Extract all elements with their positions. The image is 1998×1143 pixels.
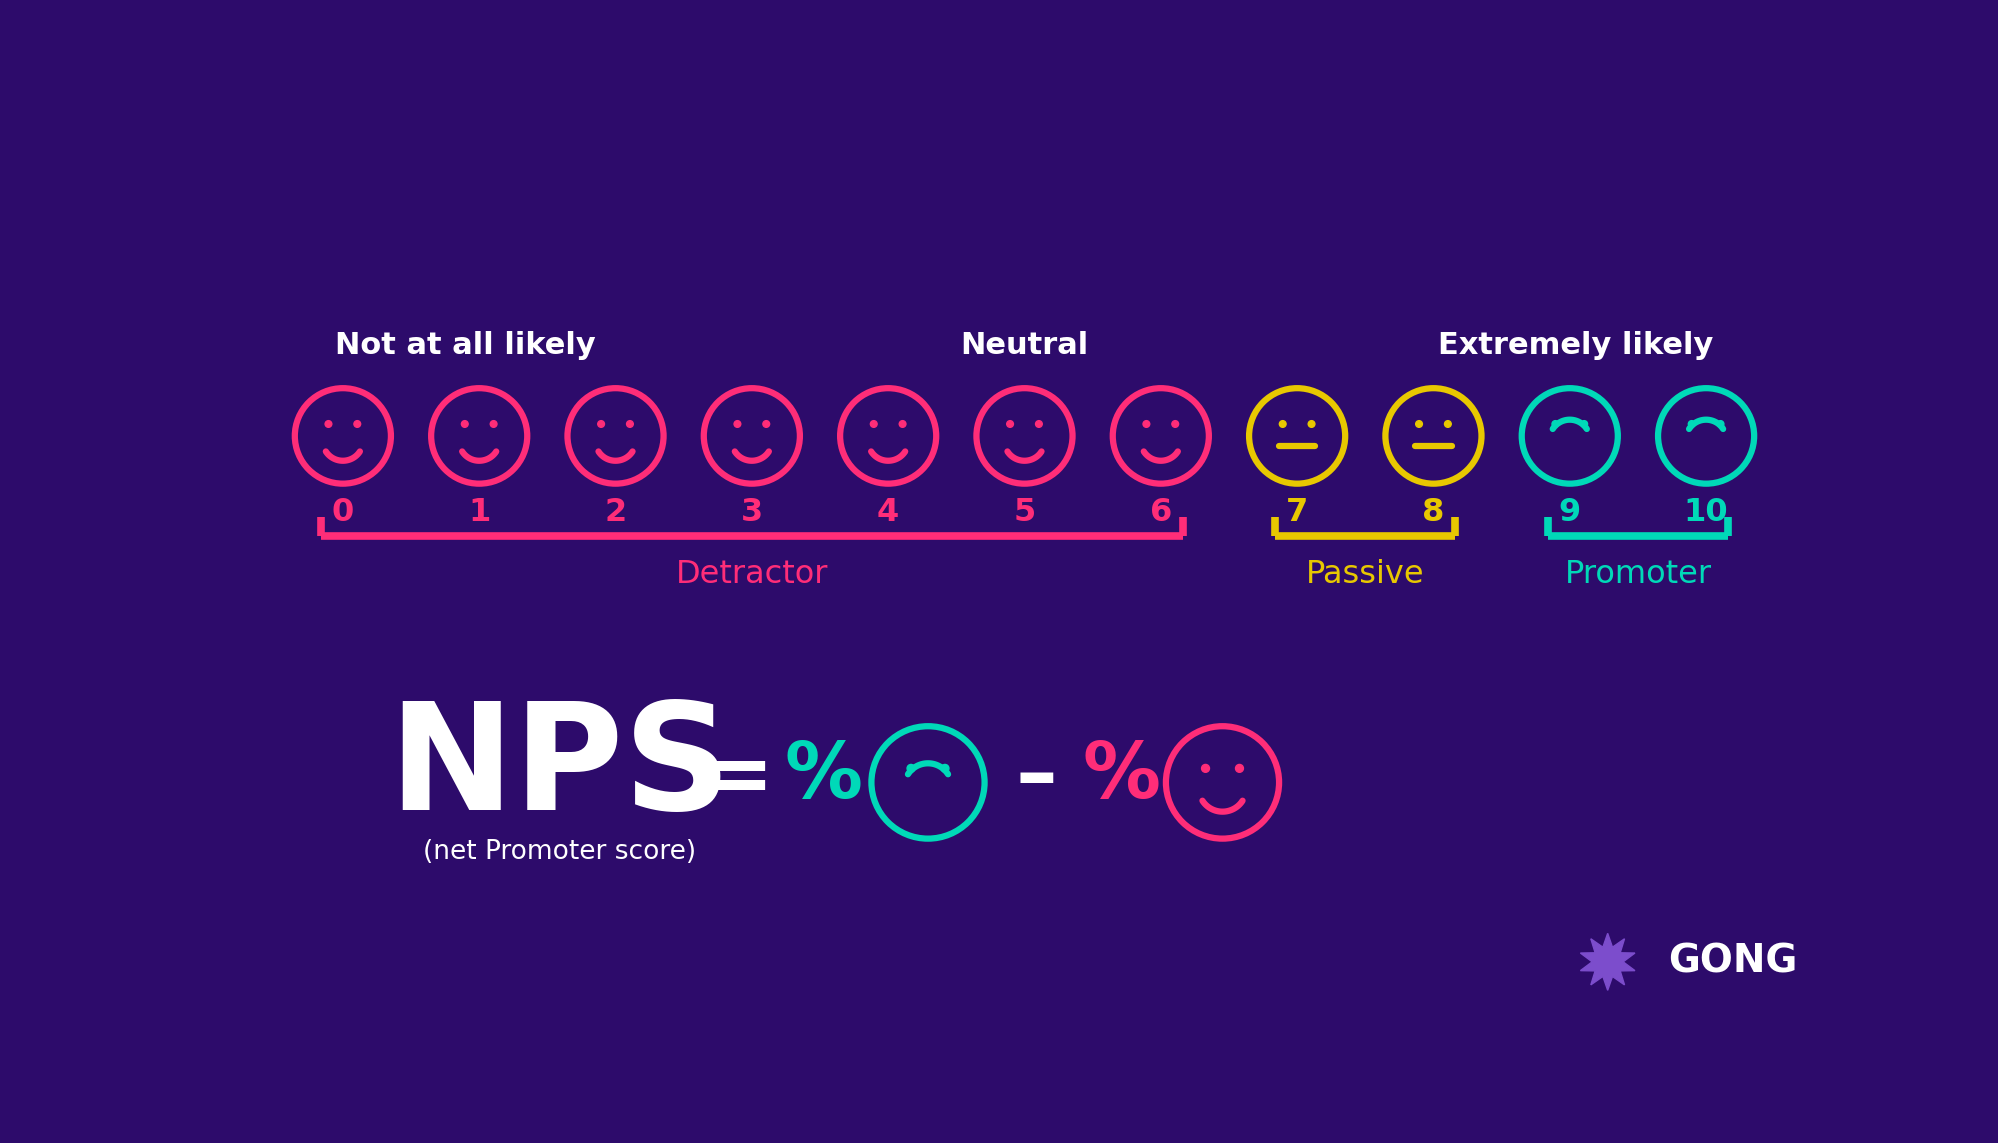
- Text: –: –: [1015, 737, 1057, 818]
- Text: Promoter: Promoter: [1564, 559, 1710, 590]
- Circle shape: [354, 421, 360, 427]
- Text: %: %: [783, 738, 861, 814]
- Text: 1: 1: [468, 497, 490, 528]
- Text: 9: 9: [1558, 497, 1580, 528]
- Circle shape: [899, 421, 905, 427]
- Circle shape: [763, 421, 769, 427]
- Text: Not at all likely: Not at all likely: [336, 331, 595, 360]
- Circle shape: [1143, 421, 1149, 427]
- Circle shape: [1580, 421, 1586, 427]
- Text: =: =: [703, 738, 773, 820]
- Circle shape: [1007, 421, 1013, 427]
- Text: 6: 6: [1149, 497, 1171, 528]
- Text: Extremely likely: Extremely likely: [1439, 331, 1712, 360]
- Circle shape: [1235, 765, 1243, 773]
- Text: %: %: [1083, 738, 1161, 814]
- Text: 0: 0: [332, 497, 354, 528]
- Circle shape: [1415, 421, 1423, 427]
- Circle shape: [869, 421, 877, 427]
- Circle shape: [625, 421, 633, 427]
- Circle shape: [1550, 421, 1558, 427]
- Circle shape: [490, 421, 498, 427]
- Text: 8: 8: [1421, 497, 1445, 528]
- Text: NPS: NPS: [388, 696, 731, 841]
- Circle shape: [1035, 421, 1041, 427]
- Text: Neutral: Neutral: [959, 331, 1089, 360]
- Text: (net Promoter score): (net Promoter score): [424, 839, 695, 865]
- Circle shape: [1201, 765, 1209, 773]
- Polygon shape: [1580, 934, 1634, 990]
- Circle shape: [1171, 421, 1179, 427]
- Circle shape: [907, 765, 915, 773]
- Circle shape: [326, 421, 332, 427]
- Text: 4: 4: [877, 497, 899, 528]
- Text: Passive: Passive: [1305, 559, 1425, 590]
- Circle shape: [462, 421, 468, 427]
- Circle shape: [1307, 421, 1315, 427]
- Circle shape: [597, 421, 603, 427]
- Text: 3: 3: [741, 497, 763, 528]
- Circle shape: [941, 765, 949, 773]
- Circle shape: [1688, 421, 1694, 427]
- Text: 7: 7: [1285, 497, 1307, 528]
- Text: 5: 5: [1013, 497, 1035, 528]
- Circle shape: [1445, 421, 1451, 427]
- Text: 10: 10: [1682, 497, 1728, 528]
- Text: Detractor: Detractor: [675, 559, 827, 590]
- Text: GONG: GONG: [1666, 943, 1796, 981]
- Circle shape: [1716, 421, 1722, 427]
- Circle shape: [1279, 421, 1285, 427]
- Circle shape: [733, 421, 741, 427]
- Text: 2: 2: [603, 497, 625, 528]
